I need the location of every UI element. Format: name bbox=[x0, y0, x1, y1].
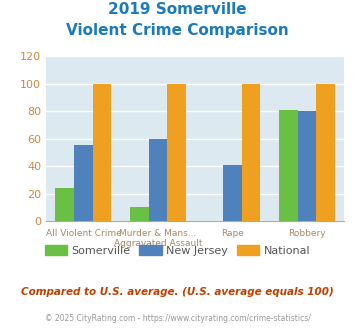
Text: All Violent Crime: All Violent Crime bbox=[45, 229, 121, 238]
Text: Robbery: Robbery bbox=[288, 229, 326, 238]
Text: 2019 Somerville: 2019 Somerville bbox=[108, 2, 247, 16]
Bar bbox=[74, 146, 93, 221]
Bar bbox=[167, 83, 186, 221]
Bar bbox=[130, 207, 149, 221]
Text: © 2025 CityRating.com - https://www.cityrating.com/crime-statistics/: © 2025 CityRating.com - https://www.city… bbox=[45, 314, 310, 323]
Bar bbox=[149, 139, 167, 221]
Bar bbox=[279, 110, 298, 221]
Bar bbox=[316, 83, 335, 221]
Text: Violent Crime Comparison: Violent Crime Comparison bbox=[66, 23, 289, 38]
Bar bbox=[93, 83, 111, 221]
Bar bbox=[298, 111, 316, 221]
Text: Rape: Rape bbox=[221, 229, 244, 238]
Bar bbox=[223, 165, 242, 221]
Legend: Somerville, New Jersey, National: Somerville, New Jersey, National bbox=[40, 241, 315, 260]
Text: Murder & Mans...: Murder & Mans... bbox=[119, 229, 197, 238]
Bar bbox=[55, 188, 74, 221]
Text: Aggravated Assault: Aggravated Assault bbox=[114, 239, 202, 248]
Bar bbox=[242, 83, 261, 221]
Text: Compared to U.S. average. (U.S. average equals 100): Compared to U.S. average. (U.S. average … bbox=[21, 287, 334, 297]
